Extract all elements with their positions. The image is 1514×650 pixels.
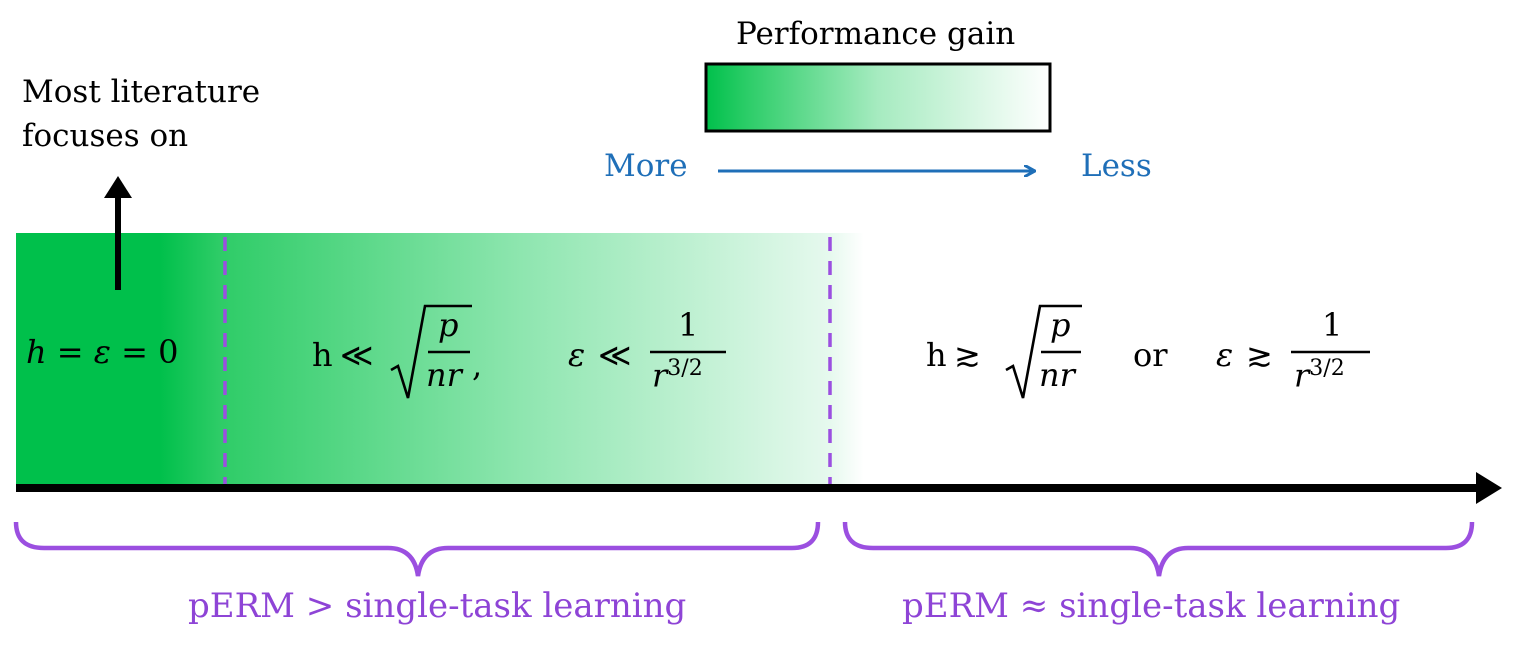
left-brace [13,521,821,577]
region-zero-formula: h = ε = 0 [26,333,178,371]
sqrt-sign-small [390,304,472,399]
or-word: or [1133,336,1168,374]
left-brace-label: pERM > single-task learning [188,586,687,626]
axis-arrow-head [1476,472,1502,504]
h-symbol: h [926,336,947,374]
zero-value: 0 [158,333,179,371]
h-symbol: h [26,333,47,371]
epsilon-symbol: ε [1216,336,1234,374]
much-less-sign: ≪ [340,336,374,374]
legend-more-label: More [604,148,688,184]
fraction-numerator: 1 [678,306,699,344]
h-symbol: h [312,336,333,374]
right-brace [842,521,1475,577]
literature-arrow-head [104,176,132,198]
sqrt-sign-large [1005,304,1082,399]
epsilon-symbol: ε [568,336,586,374]
sqrt-numerator: p [438,306,459,344]
fraction-numerator: 1 [1322,306,1343,344]
legend-title: Performance gain [736,16,1016,52]
fraction-denominator: r3/2 [1294,356,1345,395]
sqrt-denominator: nr [1039,356,1075,394]
equals-sign: = [121,333,148,371]
much-less-sign: ≪ [598,336,632,374]
legend-less-label: Less [1081,148,1152,184]
legend-gradient-box [704,62,1052,133]
sqrt-denominator: nr [426,356,462,394]
right-brace-label: pERM ≈ single-task learning [902,586,1401,626]
equals-sign: = [56,333,84,371]
sqrt-numerator: p [1050,306,1071,344]
note-line-2: focuses on [22,118,189,154]
gtrsim-sign: ≳ [954,336,981,374]
epsilon-symbol: ε [93,333,111,371]
gtrsim-sign: ≳ [1246,336,1273,374]
performance-band [16,233,864,488]
fraction-denominator: r3/2 [652,356,703,395]
note-line-1: Most literature [22,74,261,110]
comma: , [472,346,483,384]
